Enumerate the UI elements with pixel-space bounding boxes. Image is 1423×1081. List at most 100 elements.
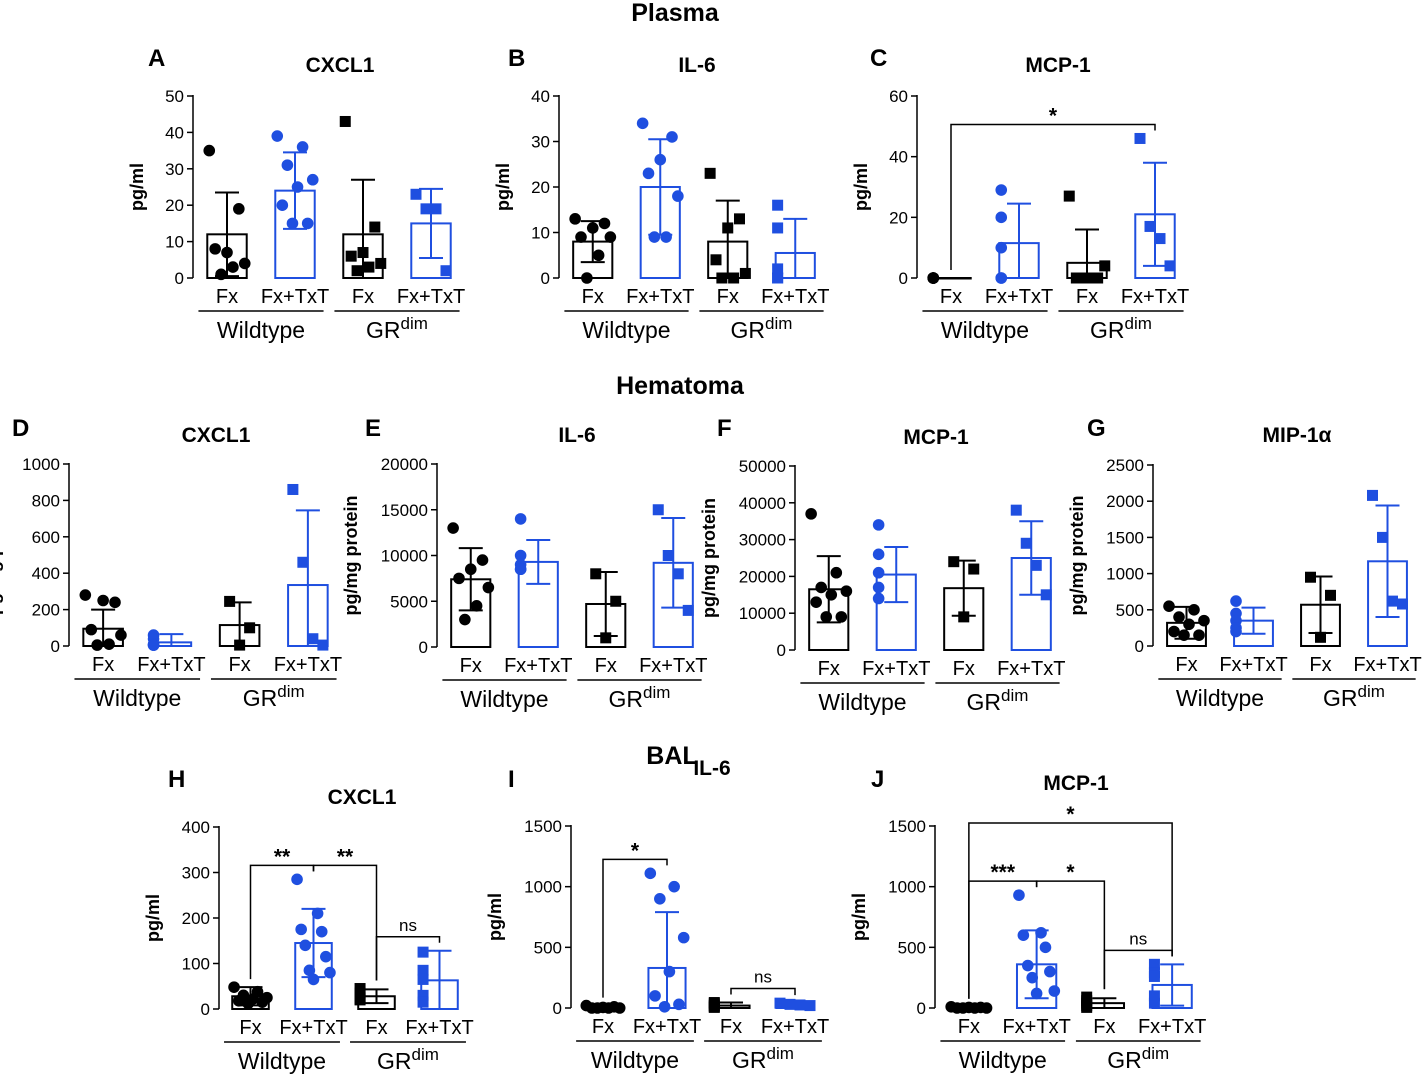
y-tick-label: 0 [553, 999, 562, 1018]
y-tick-label: 0 [917, 999, 926, 1018]
y-tick-label: 1000 [888, 878, 926, 897]
data-point [784, 998, 796, 1010]
x-tick-label: Fx+TxT [761, 286, 829, 308]
data-point [586, 222, 599, 234]
group-label-superscript: dim [1358, 682, 1385, 701]
data-point [363, 261, 375, 273]
group-label: GRdim [366, 314, 428, 343]
group-label: GRdim [732, 1044, 794, 1073]
panel-c: C MCP-1 0 20 40 60 pg/ml Fx Fx+TxT Fx Fx+TxT Wildty… [851, 45, 1189, 343]
data-point [1148, 990, 1160, 1002]
data-point [1325, 589, 1336, 601]
x-tick-label: Fx+TxT [261, 286, 329, 308]
x-tick-label: Fx+TxT [997, 658, 1065, 680]
significance-label: ns [1129, 929, 1147, 948]
x-tick-label: Fx [592, 1016, 614, 1038]
data-point [345, 250, 357, 262]
data-point [324, 966, 336, 979]
significance-label: ns [754, 968, 772, 987]
data-point [103, 638, 115, 650]
data-point [927, 272, 940, 284]
y-tick-label: 40 [165, 123, 184, 142]
significance-label: ** [274, 845, 291, 868]
data-point [872, 519, 885, 531]
y-tick-label: 200 [32, 601, 60, 620]
significance-bracket [730, 987, 796, 996]
y-axis-label: pg/ml [851, 163, 871, 211]
data-point [276, 199, 289, 211]
significance-label: * [1066, 861, 1075, 884]
y-tick-label: 50000 [739, 457, 786, 476]
data-point [1377, 531, 1388, 543]
significance-label: ns [399, 916, 417, 935]
data-point [1030, 987, 1043, 1000]
y-tick-label: 2500 [1106, 456, 1144, 475]
group-label: GRdim [609, 683, 671, 712]
group-label: GRdim [731, 314, 793, 343]
data-point [147, 639, 160, 651]
x-tick-label: Fx+TxT [761, 1016, 829, 1038]
data-point [301, 217, 314, 230]
chart-title: IL-6 [558, 424, 595, 447]
data-point [97, 594, 109, 607]
significance-label: * [1066, 803, 1075, 826]
x-tick-label: Fx+TxT [862, 658, 930, 680]
data-point [668, 880, 680, 893]
data-point [242, 997, 254, 1010]
data-point [303, 964, 316, 977]
data-point [995, 272, 1008, 284]
x-tick-label: Fx+TxT [397, 286, 465, 308]
group-label: Wildtype [582, 317, 670, 343]
data-point [234, 639, 246, 651]
chart-title: MCP-1 [1043, 772, 1109, 795]
data-point [224, 595, 236, 607]
y-tick-label: 400 [182, 818, 210, 837]
chart-title: IL-6 [693, 757, 730, 780]
x-tick-label: Fx [92, 654, 114, 676]
data-point [581, 272, 593, 284]
data-point [772, 272, 784, 284]
data-point [872, 592, 885, 605]
y-tick-label: 40 [889, 148, 908, 167]
data-point [602, 1002, 615, 1014]
x-tick-label: Fx+TxT [1138, 1016, 1206, 1038]
panel-label: G [1087, 415, 1106, 442]
data-point [420, 203, 432, 215]
data-point [306, 173, 319, 186]
data-point [91, 639, 103, 651]
x-tick-label: Fx [818, 658, 840, 680]
y-tick-label: 0 [777, 641, 786, 660]
data-point [666, 131, 678, 143]
data-point [772, 222, 784, 234]
y-tick-label: 0 [175, 269, 184, 288]
data-point [610, 595, 622, 607]
data-point [286, 217, 299, 230]
group-label-superscript: dim [643, 683, 670, 702]
data-point [830, 566, 843, 579]
panel-d: D CXCL1 0 200 400 600 800 1000 pg/mg protein Fx Fx… [0, 415, 342, 711]
data-point [1026, 971, 1039, 984]
data-point [810, 596, 822, 608]
data-point [1305, 571, 1316, 583]
data-point [1013, 889, 1025, 901]
y-tick-label: 20000 [381, 455, 428, 474]
data-point [1178, 629, 1190, 641]
data-point [995, 211, 1008, 224]
x-tick-label: Fx+TxT [137, 654, 205, 676]
panel-f: F MCP-1 0 10000 20000 30000 40000 50000 pg/mg pr… [699, 415, 1065, 715]
data-point [354, 994, 366, 1006]
data-point [613, 1002, 626, 1014]
data-point [592, 249, 605, 262]
data-point [968, 563, 980, 575]
data-point [417, 964, 429, 976]
data-point [968, 1002, 981, 1014]
y-tick-label: 20000 [739, 567, 786, 586]
significance-bracket [1035, 880, 1106, 990]
y-tick-label: 200 [182, 909, 210, 928]
group-label: Wildtype [591, 1047, 679, 1073]
group-label: GRdim [967, 686, 1029, 715]
data-point [1198, 614, 1210, 627]
data-point [590, 568, 602, 580]
panel-h: H CXCL1 0 100 200 300 400 pg/ml Fx Fx+TxT Fx Fx+TxT… [143, 766, 474, 1074]
significance-bracket [375, 936, 441, 981]
